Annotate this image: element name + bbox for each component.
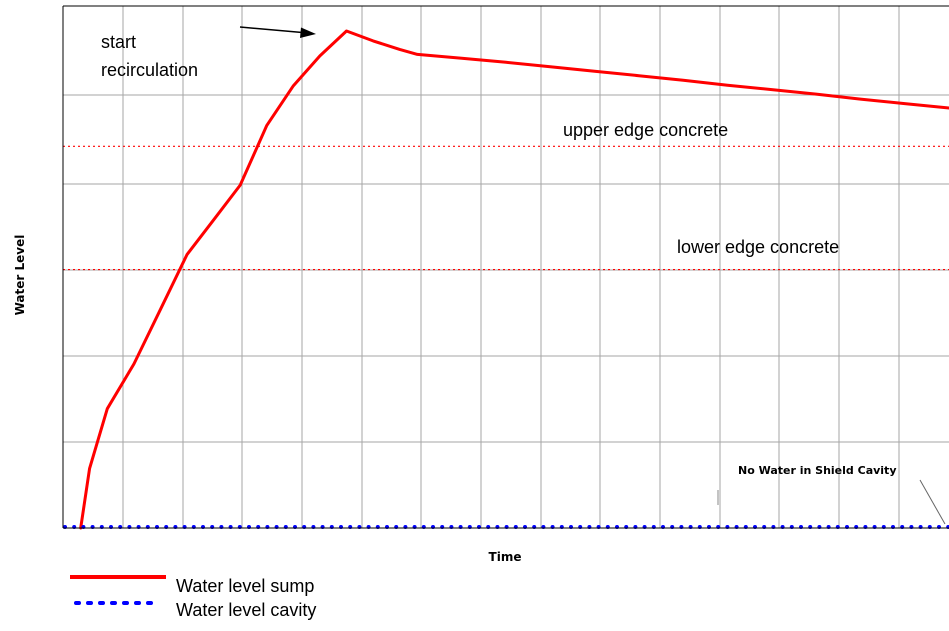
- series-line-sump: [79, 29, 949, 530]
- annotation-arrowhead: [300, 27, 316, 38]
- no-water-annotation: No Water in Shield Cavity: [738, 464, 897, 477]
- series-layer: [63, 29, 949, 530]
- legend-sump-label: Water level sump: [176, 576, 314, 596]
- grid: [63, 6, 949, 528]
- annotation-start: start: [101, 32, 136, 52]
- x-axis-label: Time: [489, 550, 522, 564]
- y-axis-label: Water Level: [13, 235, 27, 316]
- annotation-arrow: [239, 26, 309, 34]
- upper-edge-label: upper edge concrete: [563, 120, 728, 140]
- no-water-pointer: [919, 479, 946, 525]
- annotation-recirculation: recirculation: [101, 60, 198, 80]
- lower-edge-label: lower edge concrete: [677, 237, 839, 257]
- legend-cavity-label: Water level cavity: [176, 600, 316, 620]
